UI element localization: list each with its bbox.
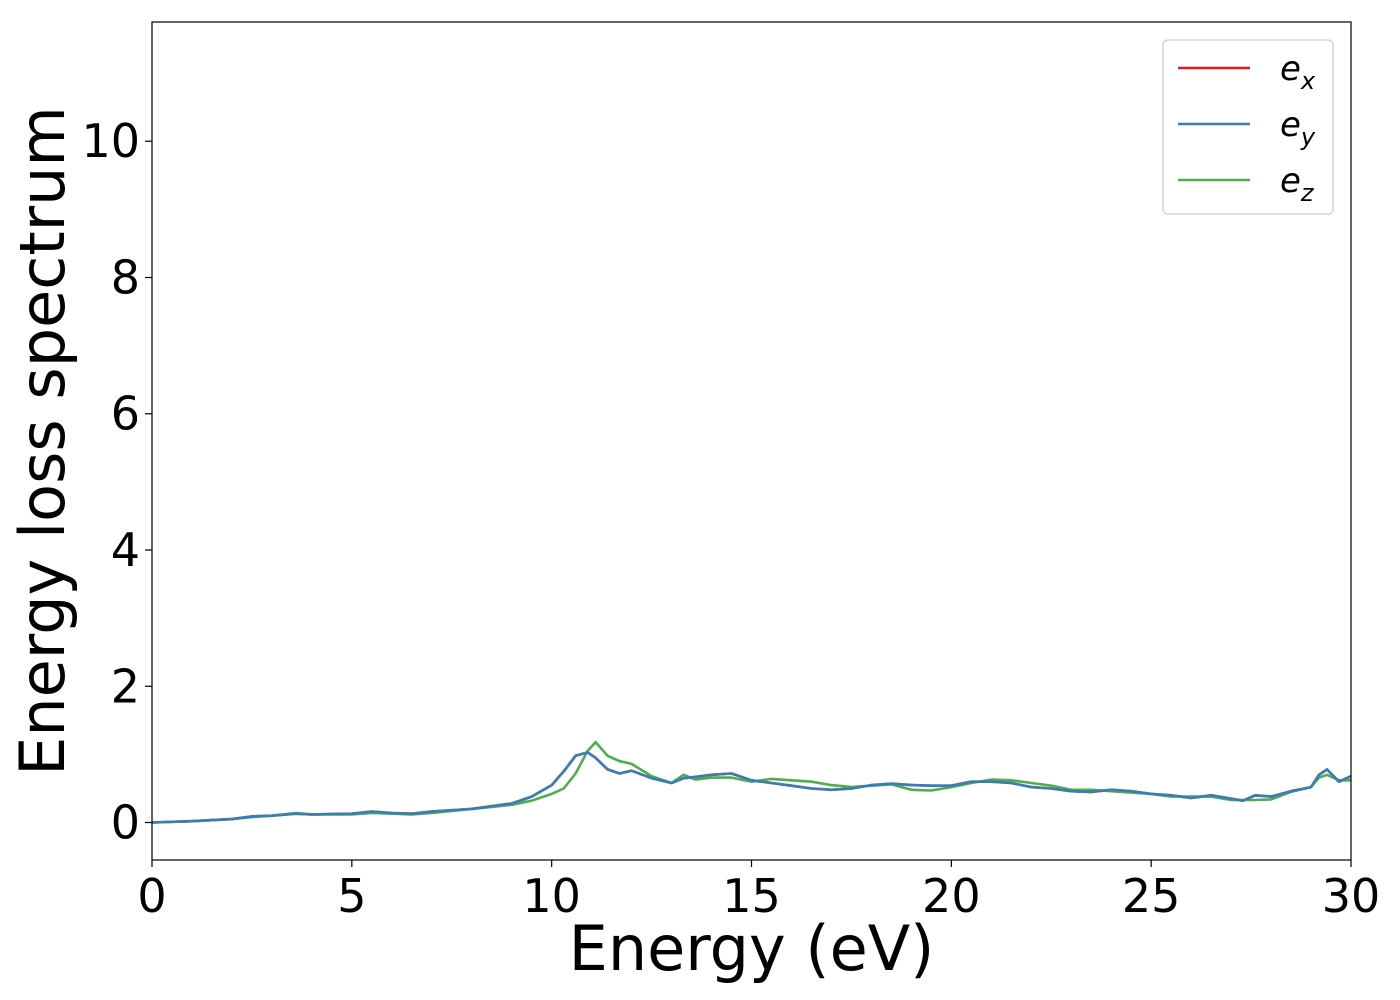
legend-label-z: ez	[1280, 161, 1315, 207]
y-axis-label: Energy loss spectrum	[6, 106, 79, 776]
legend-entries: ex ey ez	[1178, 49, 1316, 207]
series-line-x	[152, 751, 1351, 824]
x-tick-label: 15	[722, 869, 781, 923]
legend: ex ey ez	[1162, 39, 1334, 215]
y-tick-label: 8	[111, 250, 140, 304]
legend-label-x: ex	[1280, 49, 1316, 95]
x-tick-label: 25	[1122, 869, 1181, 923]
x-tick-label: 5	[337, 869, 366, 923]
series-line-y	[152, 751, 1351, 824]
legend-frame	[1162, 39, 1334, 215]
series-layer	[152, 740, 1351, 824]
x-tick-label: 30	[1322, 869, 1381, 923]
x-axis-ticks: 0 5 10 15 20 25 30	[137, 860, 1380, 923]
legend-label-y: ey	[1280, 105, 1316, 151]
y-tick-label: 10	[81, 114, 140, 168]
x-tick-label: 20	[922, 869, 981, 923]
x-axis-label: Energy (eV)	[569, 912, 935, 985]
y-tick-label: 4	[111, 523, 140, 577]
y-tick-label: 6	[111, 387, 140, 441]
series-line-z	[152, 740, 1351, 824]
x-tick-label: 0	[137, 869, 166, 923]
y-tick-label: 2	[111, 659, 140, 713]
x-tick-label: 10	[522, 869, 581, 923]
y-axis-ticks: 0 2 4 6 8 10	[81, 114, 152, 850]
y-tick-label: 0	[111, 796, 140, 850]
